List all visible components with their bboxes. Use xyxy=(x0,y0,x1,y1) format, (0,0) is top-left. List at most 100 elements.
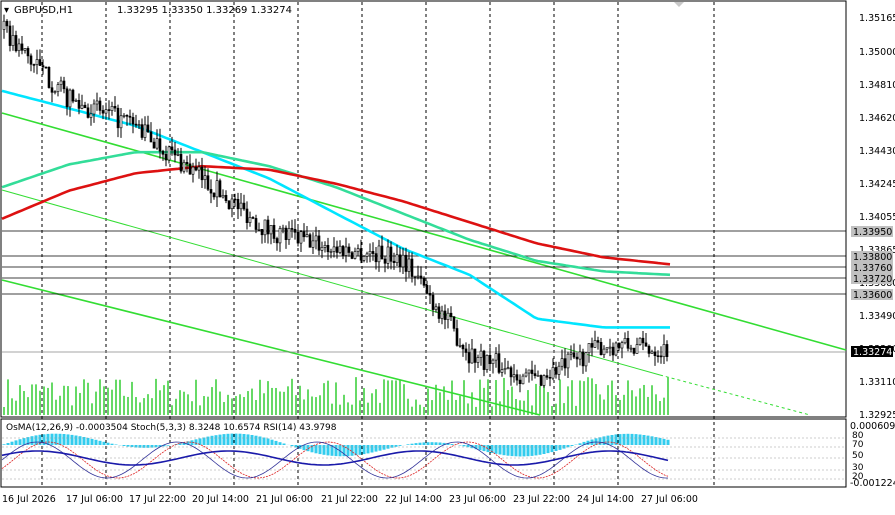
osma-bar xyxy=(62,434,66,445)
osma-bar xyxy=(358,445,362,455)
candle-body xyxy=(62,80,66,90)
candle-body xyxy=(518,379,522,385)
osma-bar xyxy=(18,439,22,445)
osma-bar xyxy=(494,445,498,454)
candle-body xyxy=(377,245,381,263)
candle-body xyxy=(218,180,222,198)
candle-body xyxy=(122,115,126,117)
candle-body xyxy=(296,232,300,244)
candle-body xyxy=(578,351,582,360)
candle-body xyxy=(119,115,123,129)
candle-body xyxy=(137,124,141,126)
candle-body xyxy=(611,346,615,356)
osma-bar xyxy=(198,438,202,445)
candle-body xyxy=(389,246,393,262)
osma-bar xyxy=(26,437,30,445)
candle-body xyxy=(32,64,36,66)
osma-bar xyxy=(74,435,78,445)
candle-body xyxy=(266,219,270,235)
osma-bar xyxy=(58,433,62,445)
candle-body xyxy=(539,375,543,386)
osma-bar xyxy=(318,445,322,455)
candle-body xyxy=(443,310,447,320)
candle-body xyxy=(170,146,174,151)
candle-body xyxy=(113,106,117,109)
indicator-levels: 80 70 50 30 20 xyxy=(852,431,864,482)
osma-bar xyxy=(418,442,422,445)
level-label-bg xyxy=(851,289,893,300)
candle-body xyxy=(659,355,663,358)
moving-average-mid xyxy=(1,150,671,277)
time-tick: 20 Jul 14:00 xyxy=(192,494,249,505)
candle-body xyxy=(125,115,129,117)
osma-bar xyxy=(214,435,218,445)
candle-body xyxy=(227,200,231,210)
candle-body xyxy=(254,218,258,230)
osma-bar xyxy=(242,434,246,445)
osma-bar xyxy=(158,445,162,447)
osma-bar xyxy=(134,445,138,448)
osma-bar xyxy=(22,438,26,445)
osma-bar xyxy=(98,440,102,445)
candle-body xyxy=(305,234,309,238)
candle-body xyxy=(503,368,507,370)
osma-bar xyxy=(430,442,434,445)
candle-body xyxy=(392,260,396,264)
candle-body xyxy=(56,84,60,92)
candle-body xyxy=(173,149,177,156)
candle-body xyxy=(563,358,567,369)
osma-bar xyxy=(294,445,298,448)
osma-bar xyxy=(582,441,586,445)
osma-bar xyxy=(306,445,310,452)
candle-body xyxy=(356,248,360,252)
candle-body xyxy=(272,225,276,239)
candle-body xyxy=(665,344,669,357)
level-label: 1.33720 xyxy=(853,274,892,285)
osma-bar xyxy=(14,440,18,445)
candle-body xyxy=(572,352,576,358)
candle-body xyxy=(143,124,147,138)
candle-body xyxy=(497,353,501,373)
osma-bar xyxy=(366,445,370,454)
price-tick: 1.33490 xyxy=(859,311,895,322)
osma-bar xyxy=(226,433,230,445)
candle-body xyxy=(251,217,255,219)
time-tick: 21 Jul 22:00 xyxy=(321,494,378,505)
osma-bar xyxy=(646,435,650,445)
candle-body xyxy=(140,124,144,138)
osma-bar xyxy=(666,439,670,445)
osma-bar xyxy=(126,445,130,447)
candle-body xyxy=(17,43,21,52)
candle-body xyxy=(92,103,96,115)
candle-body xyxy=(617,342,621,349)
osma-bar xyxy=(526,445,530,457)
osma-bar xyxy=(150,445,154,448)
osma-bar xyxy=(70,434,74,445)
candle-body xyxy=(338,245,342,253)
candle-body xyxy=(323,245,327,248)
candle-body xyxy=(341,245,345,256)
candle-body xyxy=(146,124,150,133)
candle-body xyxy=(626,337,630,349)
scroll-marker-icon[interactable] xyxy=(674,2,684,7)
candle-body xyxy=(242,202,246,210)
osma-bar xyxy=(570,445,574,446)
candle-body xyxy=(506,367,510,370)
candle-body xyxy=(620,342,624,349)
candle-body xyxy=(593,340,597,348)
candle-body xyxy=(74,100,78,102)
candle-body xyxy=(476,357,480,363)
osma-bar xyxy=(654,437,658,445)
candle-body xyxy=(494,353,498,361)
trend-line-lower xyxy=(1,279,541,416)
candle-body xyxy=(14,35,18,52)
candle-body xyxy=(452,316,456,329)
osma-bar xyxy=(202,437,206,445)
osma-bar xyxy=(66,434,70,445)
candle-body xyxy=(203,175,207,180)
osma-bar xyxy=(378,445,382,451)
indicator-plots xyxy=(1,433,846,480)
osma-bar xyxy=(154,445,158,448)
candle-body xyxy=(335,246,339,253)
